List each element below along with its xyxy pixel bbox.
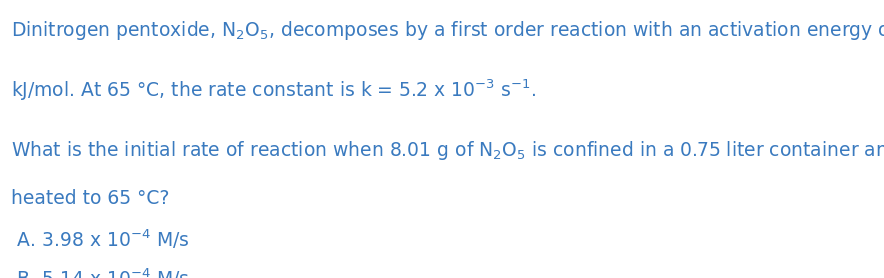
Text: B. 5.14 x 10$^{-4}$ M/s: B. 5.14 x 10$^{-4}$ M/s [11, 267, 189, 278]
Text: kJ/mol. At 65 °C, the rate constant is k = 5.2 x 10$^{-3}$ s$^{-1}$.: kJ/mol. At 65 °C, the rate constant is k… [11, 78, 536, 103]
Text: What is the initial rate of reaction when 8.01 g of N$_{2}$O$_{5}$ is confined i: What is the initial rate of reaction whe… [11, 139, 884, 162]
Text: heated to 65 °C?: heated to 65 °C? [11, 189, 169, 208]
Text: Dinitrogen pentoxide, N$_{2}$O$_{5}$, decomposes by a first order reaction with : Dinitrogen pentoxide, N$_{2}$O$_{5}$, de… [11, 19, 884, 43]
Text: A. 3.98 x 10$^{-4}$ M/s: A. 3.98 x 10$^{-4}$ M/s [11, 228, 189, 252]
